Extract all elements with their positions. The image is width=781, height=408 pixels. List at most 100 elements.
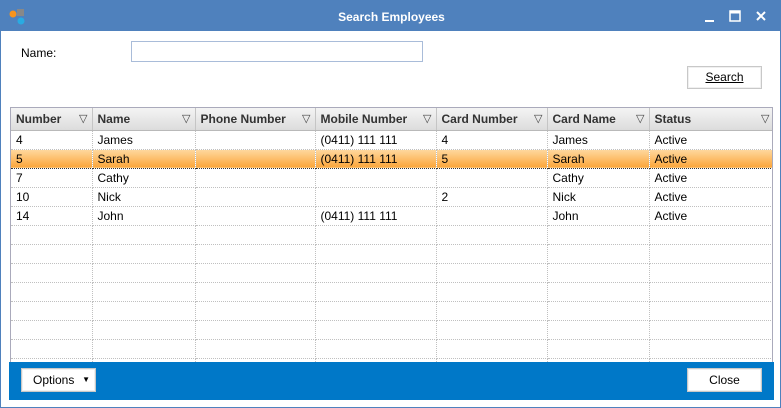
title-bar: Search Employees — [1, 0, 781, 31]
column-header-status[interactable]: Status ▽ — [649, 108, 772, 131]
table-cell — [195, 187, 316, 207]
table-cell: 2 — [436, 187, 548, 207]
empty-row — [11, 244, 772, 264]
table-cell — [315, 187, 437, 207]
table-row[interactable]: 10 Nick 2 Nick Active — [11, 187, 772, 207]
empty-row — [11, 225, 772, 245]
filter-icon[interactable]: ▽ — [302, 113, 311, 125]
table-cell: 7 — [11, 168, 93, 188]
empty-row — [11, 282, 772, 302]
table-cell — [649, 225, 772, 245]
table-row[interactable]: 5 Sarah (0411) 111 111 5 Sarah Active — [11, 148, 772, 169]
table-cell — [195, 301, 316, 321]
filter-icon[interactable]: ▽ — [761, 113, 770, 125]
table-cell — [315, 244, 437, 264]
name-input[interactable] — [131, 41, 423, 62]
table-cell — [195, 130, 316, 150]
table-cell: Active — [649, 168, 772, 188]
table-cell — [195, 320, 316, 340]
app-logo-icon — [9, 9, 25, 25]
column-header-label: Card Name — [552, 111, 616, 126]
name-label: Name: — [21, 46, 57, 60]
column-header-label: Number — [16, 111, 62, 126]
minimize-icon[interactable] — [703, 9, 717, 23]
employees-grid[interactable]: Number ▽ Name ▽ Phone Number ▽ Mobile Number ▽ C… — [10, 107, 773, 362]
table-cell — [92, 282, 196, 302]
table-cell — [92, 244, 196, 264]
options-button-label: Options — [33, 373, 75, 387]
table-row[interactable]: 4 James (0411) 111 111 4 James Active — [11, 130, 772, 150]
table-cell — [436, 244, 548, 264]
column-header-label: Name — [97, 111, 131, 126]
table-cell — [315, 225, 437, 245]
table-cell: 5 — [436, 148, 548, 169]
table-cell: (0411) 111 111 — [315, 206, 437, 226]
close-icon[interactable] — [754, 9, 768, 23]
maximize-icon[interactable] — [728, 9, 742, 23]
filter-icon[interactable]: ▽ — [423, 113, 432, 125]
table-cell — [436, 263, 548, 283]
table-cell: James — [547, 130, 650, 150]
filter-icon[interactable]: ▽ — [79, 113, 88, 125]
table-cell — [195, 339, 316, 359]
table-cell — [315, 301, 437, 321]
table-cell — [195, 206, 316, 226]
table-cell — [547, 320, 650, 340]
table-cell — [92, 320, 196, 340]
window-title: Search Employees — [338, 10, 445, 24]
table-cell — [547, 358, 650, 362]
table-cell: 14 — [11, 206, 93, 226]
table-cell — [649, 339, 772, 359]
table-cell — [11, 320, 93, 340]
table-cell — [436, 225, 548, 245]
table-cell — [11, 244, 93, 264]
empty-row — [11, 339, 772, 359]
table-row[interactable]: 7 Cathy Cathy Active — [11, 168, 772, 188]
table-cell — [649, 263, 772, 283]
table-cell — [547, 263, 650, 283]
close-button[interactable]: Close — [687, 368, 762, 392]
table-cell — [547, 282, 650, 302]
table-cell — [649, 301, 772, 321]
table-cell — [92, 301, 196, 321]
column-header-card-name[interactable]: Card Name ▽ — [547, 108, 650, 131]
column-header-phone-number[interactable]: Phone Number ▽ — [195, 108, 316, 131]
table-cell — [315, 263, 437, 283]
filter-icon[interactable]: ▽ — [534, 113, 543, 125]
column-header-number[interactable]: Number ▽ — [11, 108, 93, 131]
table-cell — [547, 225, 650, 245]
table-cell — [92, 339, 196, 359]
table-cell — [436, 206, 548, 226]
table-cell — [11, 282, 93, 302]
column-header-name[interactable]: Name ▽ — [92, 108, 196, 131]
table-cell — [315, 168, 437, 188]
table-cell — [11, 225, 93, 245]
table-cell — [195, 148, 316, 169]
table-cell — [92, 263, 196, 283]
table-cell: Cathy — [547, 168, 650, 188]
table-cell — [649, 320, 772, 340]
table-cell: Active — [649, 187, 772, 207]
filter-icon[interactable]: ▽ — [636, 113, 645, 125]
table-cell — [92, 358, 196, 362]
empty-row — [11, 320, 772, 340]
table-cell — [436, 168, 548, 188]
table-cell — [195, 358, 316, 362]
options-button[interactable]: Options ▼ — [21, 368, 96, 392]
close-button-label: Close — [709, 373, 740, 387]
column-header-card-number[interactable]: Card Number ▽ — [436, 108, 548, 131]
table-cell — [92, 225, 196, 245]
table-cell: Active — [649, 206, 772, 226]
table-row[interactable]: 14 John (0411) 111 111 John Active — [11, 206, 772, 226]
table-cell — [547, 244, 650, 264]
table-cell: Sarah — [92, 148, 196, 169]
table-cell — [315, 358, 437, 362]
table-cell: Active — [649, 148, 772, 169]
search-button[interactable]: Search — [687, 66, 762, 89]
table-cell: Nick — [92, 187, 196, 207]
filter-icon[interactable]: ▽ — [182, 113, 191, 125]
column-header-mobile-number[interactable]: Mobile Number ▽ — [315, 108, 437, 131]
table-cell: 10 — [11, 187, 93, 207]
table-cell: (0411) 111 111 — [315, 130, 437, 150]
